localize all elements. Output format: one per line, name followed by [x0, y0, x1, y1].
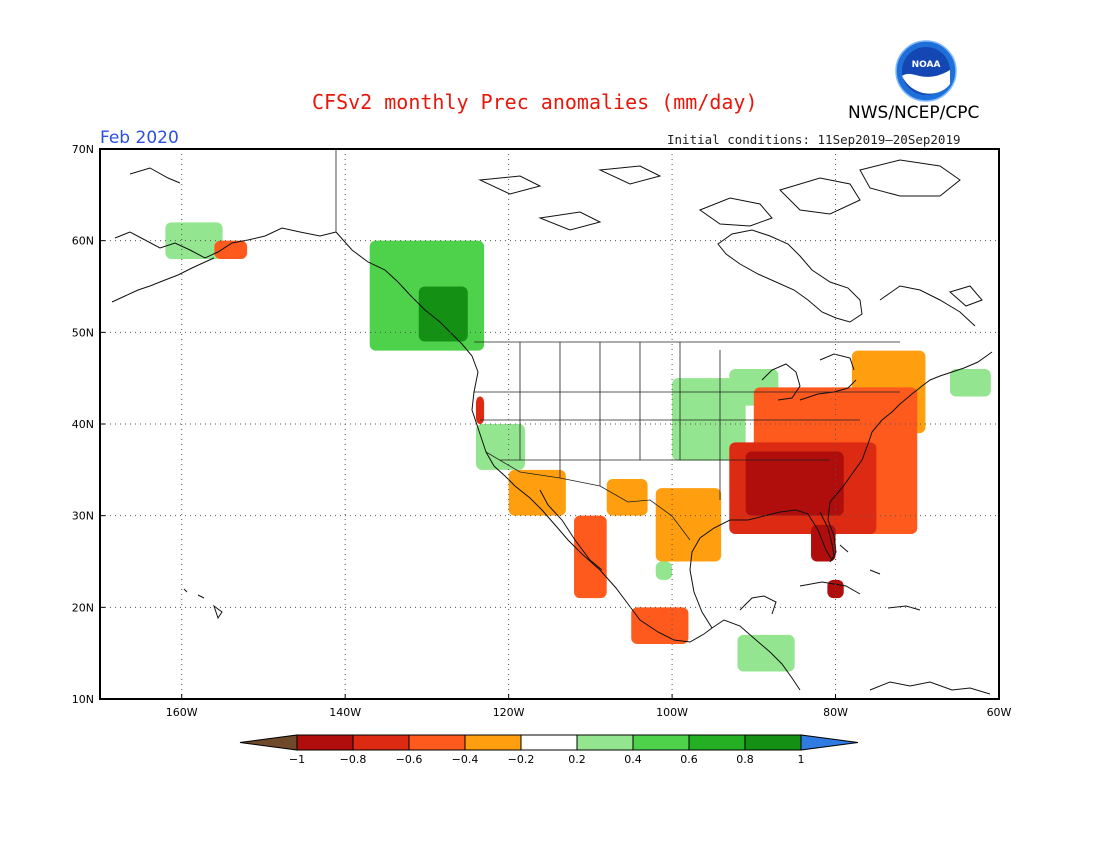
initial-conditions: Initial conditions: 11Sep2019–20Sep2019 [667, 132, 961, 147]
colorbar-swatch [520, 734, 578, 751]
agency-label: NWS/NCEP/CPC [848, 103, 980, 123]
colorbar-label: 0.8 [736, 753, 754, 766]
lat-tick-label: 50N [72, 326, 94, 339]
colorbar-label: 0.4 [624, 753, 642, 766]
lon-tick-label: 100W [656, 706, 688, 719]
central-america-wet [737, 634, 795, 672]
colorbar-swatch [464, 734, 522, 751]
colorbar: −1 −0.8 −0.6 −0.4 −0.2 0.2 0.4 0.6 0.8 1 [239, 734, 859, 766]
nova-scotia-wet [949, 369, 991, 397]
colorbar-swatch [352, 734, 410, 751]
lon-tick-label: 80W [823, 706, 848, 719]
colorbar-swatch [744, 734, 802, 751]
colorbar-label: −0.4 [452, 753, 479, 766]
lon-tick-label: 120W [493, 706, 525, 719]
baja-dry [574, 515, 607, 599]
lon-tick-label: 60W [987, 706, 1012, 719]
lon-tick-label: 160W [166, 706, 198, 719]
new-mexico-dry [606, 479, 648, 516]
lat-tick-label: 20N [72, 601, 94, 614]
colorbar-label: 1 [798, 753, 805, 766]
anomaly-layer [165, 222, 991, 672]
mexico-interior-wet [655, 561, 673, 580]
lon-tick-label: 140W [329, 706, 361, 719]
colorbar-label: 0.6 [680, 753, 698, 766]
colorbar-swatch [688, 734, 746, 751]
logo-text: NOAA [912, 60, 941, 70]
noaa-logo-icon: NOAA [895, 40, 957, 102]
lat-lon-grid [100, 149, 999, 699]
southwest-alaska-wet [165, 222, 223, 259]
southern-mexico-dry [631, 607, 689, 644]
texas-dry [655, 488, 722, 562]
lat-tick-label: 40N [72, 418, 94, 431]
lat-tick-label: 70N [72, 143, 94, 156]
alaska-peninsula-dry [214, 240, 248, 259]
axis-ticks: 70N 60N 50N 40N 30N 20N 10N 160W 140W 120W 100W 80W… [72, 143, 1012, 719]
northern-plains-wet [672, 378, 746, 461]
northern-california-dry [475, 396, 485, 424]
colorbar-left-arrow [239, 734, 298, 751]
colorbar-label: 0.2 [568, 753, 586, 766]
colorbar-label: −0.2 [508, 753, 535, 766]
southeast-us-dry [745, 451, 844, 516]
map-title: CFSv2 monthly Prec anomalies (mm/day) [312, 90, 758, 114]
colorbar-label: −1 [289, 753, 305, 766]
southern-california-dry [508, 469, 566, 516]
bc-coast-wet [418, 286, 468, 342]
colorbar-swatch [296, 734, 354, 751]
colorbar-swatch [408, 734, 466, 751]
colorbar-label: −0.8 [340, 753, 367, 766]
lat-tick-label: 60N [72, 235, 94, 248]
colorbar-label: −0.6 [396, 753, 423, 766]
colorbar-right-arrow [800, 734, 859, 751]
lat-tick-label: 10N [72, 693, 94, 706]
colorbar-swatch [632, 734, 690, 751]
lat-tick-label: 30N [72, 510, 94, 523]
california-wet [475, 424, 525, 470]
colorbar-swatch [576, 734, 634, 751]
political-borders [335, 149, 900, 541]
coastlines [111, 159, 993, 695]
forecast-month: Feb 2020 [100, 128, 179, 148]
